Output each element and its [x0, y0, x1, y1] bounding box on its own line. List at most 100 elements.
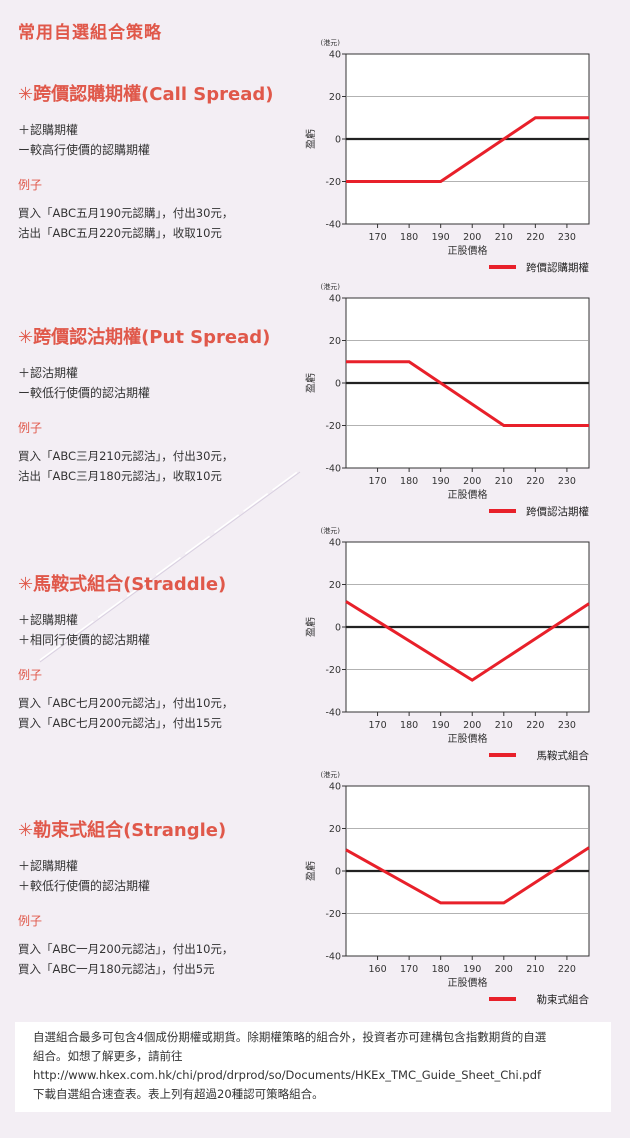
y-tick-label: 0: [335, 623, 341, 634]
payoff-chart-call-spread: 40 20 0 -20 -40 170 180 190 200 210 220 230 (港元) 正股價格…: [300, 38, 620, 288]
x-axis-label: 正股價格: [448, 244, 488, 257]
unit-label: (港元): [321, 526, 341, 535]
y-tick-label: 0: [335, 867, 341, 878]
y-tick-label: -20: [325, 177, 341, 188]
y-axis-label: 盈虧: [304, 861, 317, 881]
y-tick-label: -20: [325, 909, 341, 920]
section-title: ✳跨價認沽期權(Put Spread): [18, 327, 271, 348]
leg-item: ー較低行使價的認沽期權: [18, 386, 151, 400]
example-label: 例子: [18, 421, 43, 435]
x-tick-label: 200: [463, 476, 481, 487]
x-tick-label: 210: [495, 476, 513, 487]
x-axis-label: 正股價格: [448, 488, 488, 501]
x-tick-label: 180: [432, 964, 450, 975]
example-line: 買入「ABC一月200元認沽」，付出10元，: [18, 942, 234, 956]
leg-item: ー較高行使價的認購期權: [18, 143, 151, 157]
footnote-box: 自選組合最多可包含4個成份期權或期貨。除期權策略的組合外，投資者亦可建構包含指數…: [15, 1022, 611, 1112]
strategy-section-straddle: ✳馬鞍式組合(Straddle) ＋認購期權 ＋相同行使價的認沽期權 例子 買入…: [18, 570, 298, 733]
x-tick-label: 200: [495, 964, 513, 975]
leg-item: ＋相同行使價的認沽期權: [18, 633, 151, 647]
x-tick-label: 180: [400, 720, 418, 731]
x-tick-label: 170: [400, 964, 418, 975]
y-tick-label: -40: [325, 952, 341, 963]
section-title: ✳跨價認購期權(Call Spread): [18, 84, 274, 105]
legend-label: 跨價認沽期權: [526, 505, 589, 518]
legend-label: 勒束式組合: [537, 993, 590, 1006]
leg-item: ＋認購期權: [18, 859, 79, 873]
x-tick-label: 190: [432, 232, 450, 243]
example-line: 買入「ABC一月180元認沽」，付出5元: [18, 962, 215, 976]
unit-label: (港元): [321, 38, 341, 47]
example-line: 買入「ABC七月200元認沽」，付出15元: [18, 716, 222, 730]
y-tick-label: -40: [325, 464, 341, 475]
series-line: [346, 116, 589, 183]
x-tick-label: 190: [463, 964, 481, 975]
example-line: 買入「ABC三月210元認沽」，付出30元，: [18, 449, 234, 463]
y-tick-label: 40: [329, 782, 341, 793]
note-line: 下載自選組合速查表。表上列有超過20種認可策略組合。: [33, 1087, 324, 1101]
note-line: 自選組合最多可包含4個成份期權或期貨。除期權策略的組合外，投資者亦可建構包含指數…: [33, 1030, 547, 1044]
series-line: [345, 600, 590, 682]
y-tick-label: -20: [325, 421, 341, 432]
x-axis-label: 正股價格: [448, 732, 488, 745]
y-tick-label: -40: [325, 708, 341, 719]
x-tick-label: 170: [368, 720, 386, 731]
section-title: ✳勒束式組合(Strangle): [18, 820, 227, 841]
example-line: 買入「ABC七月200元認沽」，付出10元，: [18, 696, 234, 710]
example-label: 例子: [18, 178, 43, 192]
x-tick-label: 230: [558, 720, 576, 731]
y-tick-label: 0: [335, 379, 341, 390]
y-tick-label: 0: [335, 135, 341, 146]
x-axis-label: 正股價格: [448, 976, 488, 989]
example-line: 沽出「ABC五月220元認購」，收取10元: [18, 226, 222, 240]
series-line: [345, 846, 590, 905]
y-axis-label: 盈虧: [304, 129, 317, 149]
y-tick-label: 20: [329, 336, 341, 347]
x-tick-label: 230: [558, 476, 576, 487]
x-tick-label: 210: [495, 720, 513, 731]
x-tick-label: 190: [432, 476, 450, 487]
strategy-section-strangle: ✳勒束式組合(Strangle) ＋認購期權 ＋較低行使價的認沽期權 例子 買入…: [18, 816, 298, 979]
leg-item: ＋認購期權: [18, 613, 79, 627]
payoff-chart-put-spread: 40 20 0 -20 -40 170 180 190 200 210 220 230 (港元) 正股價格…: [300, 282, 620, 532]
x-tick-label: 180: [400, 232, 418, 243]
leg-item: ＋認購期權: [18, 123, 79, 137]
note-link[interactable]: http://www.hkex.com.hk/chi/prod/drprod/s…: [33, 1068, 542, 1082]
x-tick-label: 220: [558, 964, 576, 975]
legend-label: 跨價認購期權: [526, 261, 589, 274]
x-tick-label: 220: [526, 476, 544, 487]
example-line: 買入「ABC五月190元認購」，付出30元，: [18, 206, 234, 220]
payoff-chart-straddle: 40 20 0 -20 -40 170 180 190 200 210 220 230 (港元) 正股價格…: [300, 526, 620, 776]
x-tick-label: 210: [526, 964, 544, 975]
y-tick-label: 40: [329, 50, 341, 61]
strategy-section-call-spread: ✳跨價認購期權(Call Spread) ＋認購期權 ー較高行使價的認購期權 例…: [18, 80, 298, 243]
x-tick-label: 200: [463, 720, 481, 731]
example-label: 例子: [18, 668, 43, 682]
example-label: 例子: [18, 914, 43, 928]
x-tick-label: 200: [463, 232, 481, 243]
y-tick-label: 40: [329, 538, 341, 549]
x-tick-label: 170: [368, 476, 386, 487]
y-tick-label: -40: [325, 220, 341, 231]
payoff-chart-strangle: 40 20 0 -20 -40 160 170 180 190 200 210 220 (港元) 正股價格…: [300, 770, 620, 1020]
unit-label: (港元): [321, 282, 341, 291]
x-tick-label: 220: [526, 720, 544, 731]
y-tick-label: 20: [329, 580, 341, 591]
y-tick-label: 20: [329, 824, 341, 835]
x-tick-label: 160: [368, 964, 386, 975]
unit-label: (港元): [321, 770, 341, 779]
x-tick-label: 220: [526, 232, 544, 243]
leg-item: ＋較低行使價的認沽期權: [18, 879, 151, 893]
x-tick-label: 190: [432, 720, 450, 731]
note-line: 組合。如想了解更多，請前往: [33, 1049, 183, 1063]
y-tick-label: -20: [325, 665, 341, 676]
x-tick-label: 180: [400, 476, 418, 487]
x-tick-label: 230: [558, 232, 576, 243]
y-tick-label: 40: [329, 294, 341, 305]
x-tick-label: 170: [368, 232, 386, 243]
series-line: [346, 360, 589, 427]
